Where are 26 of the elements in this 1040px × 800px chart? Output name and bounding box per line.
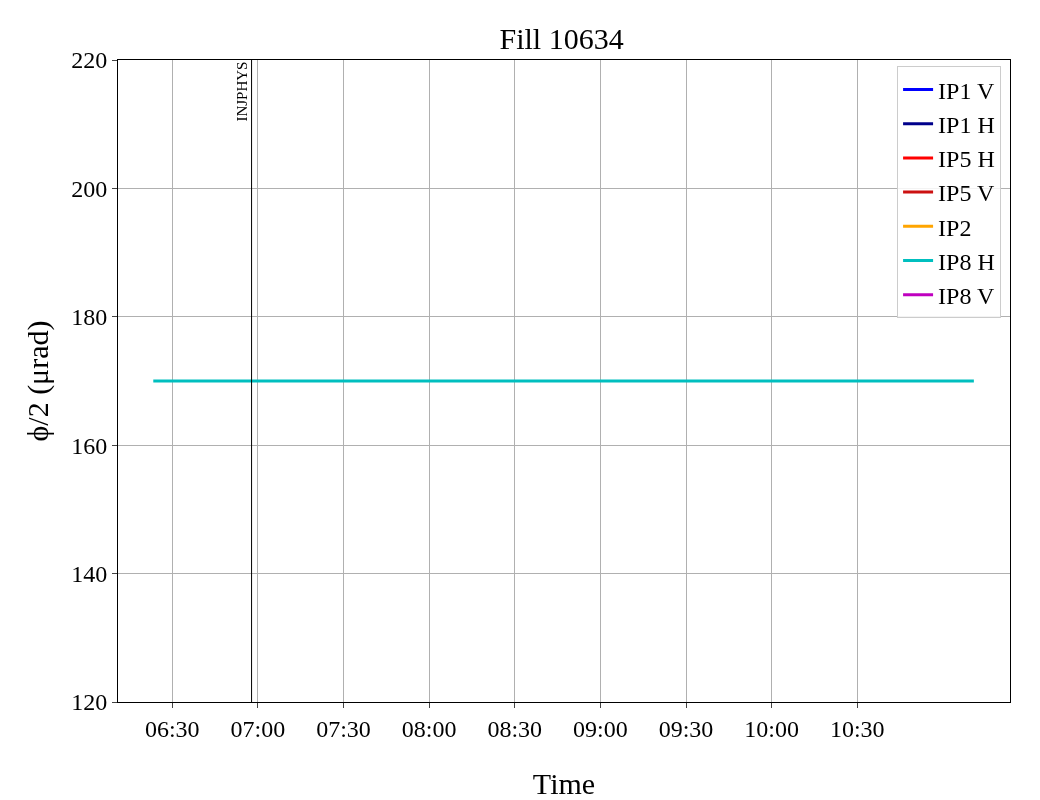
x-tick-label: 09:00 bbox=[573, 715, 628, 742]
x-tick-label: 10:30 bbox=[829, 715, 885, 742]
ref-line-label: INJPHYS bbox=[233, 61, 250, 122]
y-tick-label: 140 bbox=[71, 561, 108, 587]
legend-label: IP2 bbox=[938, 214, 972, 241]
legend-label: IP5 V bbox=[938, 180, 995, 207]
legend-label: IP1 V bbox=[938, 77, 995, 104]
x-axis-title: Time bbox=[532, 767, 596, 800]
legend-label: IP8 V bbox=[938, 283, 995, 310]
x-tick-label: 09:30 bbox=[658, 715, 714, 742]
y-tick-label: 160 bbox=[71, 432, 108, 459]
y-tick-label: 180 bbox=[71, 304, 108, 331]
x-tick-label: 08:30 bbox=[487, 715, 543, 742]
x-tick-label: 07:30 bbox=[316, 715, 371, 742]
y-tick-label: 120 bbox=[71, 689, 108, 716]
legend-label: IP1 H bbox=[938, 112, 995, 139]
x-tick-label: 06:30 bbox=[144, 715, 200, 742]
y-tick-label: 220 bbox=[71, 47, 108, 74]
legend-label: IP5 H bbox=[938, 146, 995, 173]
y-axis-title: ϕ/2 (μrad) bbox=[21, 320, 55, 442]
x-tick-label: 10:00 bbox=[744, 715, 799, 742]
x-tick-label: 07:00 bbox=[230, 715, 286, 742]
legend-label: IP8 H bbox=[938, 248, 995, 275]
y-tick-label: 200 bbox=[71, 175, 108, 202]
chart-title: Fill 10634 bbox=[499, 22, 624, 55]
x-tick-label: 08:00 bbox=[401, 715, 457, 742]
